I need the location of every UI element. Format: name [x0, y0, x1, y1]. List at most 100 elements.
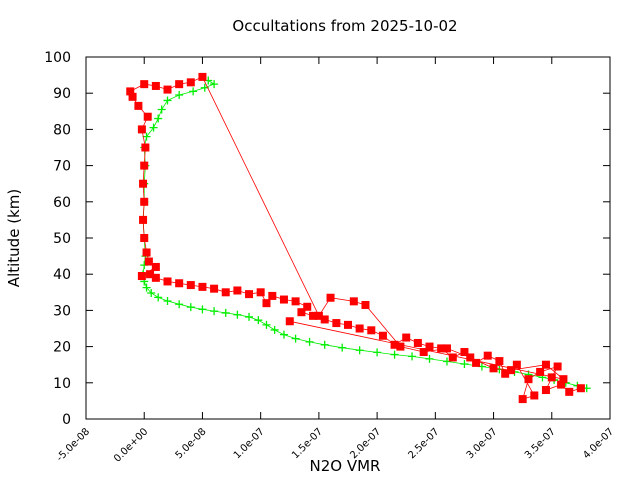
data-point [175, 91, 184, 100]
data-point [320, 340, 329, 349]
data-point [154, 293, 163, 302]
data-point [233, 310, 242, 319]
series-red [126, 72, 585, 404]
y-tick-label: 80 [53, 122, 71, 138]
y-axis: 0 10 20 30 40 50 60 70 80 90 100 [44, 50, 610, 428]
data-point [541, 386, 550, 395]
x-tick-label: 5.0e-08 [174, 426, 209, 461]
data-point [163, 85, 172, 94]
data-point [139, 179, 148, 188]
x-tick-label: -5.0e-08 [55, 426, 92, 463]
data-point [565, 387, 574, 396]
data-point [495, 357, 504, 366]
data-point [425, 342, 434, 351]
data-point [140, 80, 149, 89]
data-point [268, 291, 277, 300]
data-point [140, 197, 149, 206]
data-point [233, 286, 242, 295]
data-point [186, 78, 195, 87]
data-point [557, 380, 566, 389]
data-point [137, 125, 146, 134]
data-point [245, 290, 254, 299]
data-point [332, 319, 341, 328]
data-point [396, 342, 405, 351]
data-point [154, 114, 163, 123]
data-point [361, 300, 370, 309]
y-axis-label: Altitude (km) [5, 189, 23, 287]
data-point [210, 80, 219, 89]
data-point [320, 315, 329, 324]
data-point [466, 353, 475, 362]
data-point [139, 215, 148, 224]
x-tick-label: 1.0e-07 [232, 426, 267, 461]
data-point [210, 284, 219, 293]
data-point [419, 348, 428, 357]
data-point [189, 87, 198, 96]
y-tick-label: 20 [53, 340, 71, 356]
y-tick-label: 50 [53, 231, 71, 247]
data-point [221, 308, 230, 317]
data-point [355, 324, 364, 333]
data-point [186, 303, 195, 312]
data-point [344, 320, 352, 329]
data-point [147, 289, 156, 298]
data-point [367, 326, 376, 335]
data-point [175, 300, 184, 309]
data-point [559, 375, 568, 384]
data-point [408, 352, 417, 361]
data-point [390, 340, 399, 349]
data-point [507, 366, 516, 375]
data-point [402, 333, 411, 342]
data-point [142, 283, 151, 292]
data-point [349, 297, 358, 306]
data-point [501, 369, 510, 378]
data-point [326, 293, 335, 302]
data-point [305, 337, 314, 346]
x-tick-label: 3.0e-07 [465, 426, 500, 461]
data-point [151, 273, 160, 282]
data-point [151, 262, 160, 271]
data-point [210, 307, 219, 316]
data-point [437, 344, 446, 353]
plot-frame [85, 56, 611, 420]
data-point [460, 348, 469, 357]
data-point [262, 320, 271, 329]
data-point [291, 334, 300, 343]
data-point [512, 360, 521, 369]
chart-title: Occultations from 2025-10-02 [232, 17, 457, 35]
y-tick-label: 100 [44, 50, 71, 66]
data-point [146, 270, 155, 279]
data-point [128, 92, 137, 101]
x-tick-label: 3.5e-07 [523, 426, 558, 461]
y-tick-label: 0 [62, 412, 71, 428]
data-point [553, 362, 562, 371]
data-point [142, 132, 151, 141]
data-point [547, 373, 556, 382]
data-point [175, 80, 184, 89]
data-point [518, 395, 527, 404]
data-point [338, 343, 347, 352]
series-line [129, 76, 582, 400]
x-tick-label: 4.0e-07 [581, 426, 616, 461]
data-point [142, 248, 151, 257]
data-point [254, 316, 263, 325]
data-point [157, 105, 166, 114]
data-point [144, 257, 153, 266]
data-point [186, 281, 195, 290]
data-point [245, 312, 254, 321]
y-tick-label: 70 [53, 159, 71, 175]
data-point [314, 311, 323, 320]
data-point [303, 302, 312, 311]
data-point [297, 308, 306, 317]
x-tick-label: 0.0e+00 [112, 426, 150, 464]
data-point [472, 358, 481, 367]
data-point [460, 359, 469, 368]
data-point [163, 96, 172, 105]
data-point [137, 272, 146, 281]
data-point [390, 350, 399, 359]
data-point [291, 297, 300, 306]
data-point [425, 354, 434, 363]
data-point [489, 364, 498, 373]
data-point [163, 277, 172, 286]
